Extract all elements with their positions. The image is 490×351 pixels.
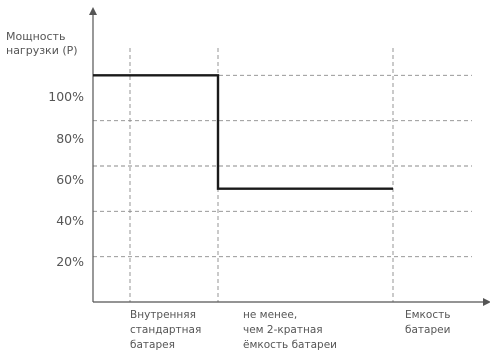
horizontal-gridlines [93, 74, 472, 258]
y-tick-label-80: 80% [56, 131, 84, 146]
load-power-line [93, 74, 393, 190]
y-tick-labels: 20% 40% 60% 80% 100% [48, 89, 84, 269]
y-tick-label-60: 60% [56, 172, 84, 187]
y-axis-title-line-2: нагрузки (P) [6, 44, 78, 57]
x-label-internal-line-2: стандартная [130, 324, 201, 336]
x-label-internal-line-1: Внутренняя [130, 309, 196, 321]
x-category-labels: Внутренняя стандартная батарея не менее,… [130, 309, 454, 351]
x-label-capacity-line-2: батареи [405, 324, 450, 336]
x-label-internal-line-3: батарея [130, 339, 175, 351]
x-label-double-line-2: чем 2-кратная [243, 324, 323, 336]
y-axis-title: Мощность нагрузки (P) [6, 30, 78, 57]
x-label-internal-battery: Внутренняя стандартная батарея [130, 309, 205, 351]
x-label-double-capacity: не менее, чем 2-кратная ёмкость батареи [243, 309, 337, 351]
y-tick-label-20: 20% [56, 254, 84, 269]
y-tick-label-40: 40% [56, 213, 84, 228]
x-label-capacity-line-1: Емкость [405, 309, 450, 321]
x-label-double-line-3: ёмкость батареи [243, 339, 337, 351]
y-axis-title-line-1: Мощность [6, 30, 65, 43]
y-tick-label-100: 100% [48, 89, 84, 104]
x-label-double-line-1: не менее, [243, 309, 297, 321]
vertical-gridlines [129, 48, 394, 302]
x-label-battery-capacity: Емкость батареи [405, 309, 454, 336]
